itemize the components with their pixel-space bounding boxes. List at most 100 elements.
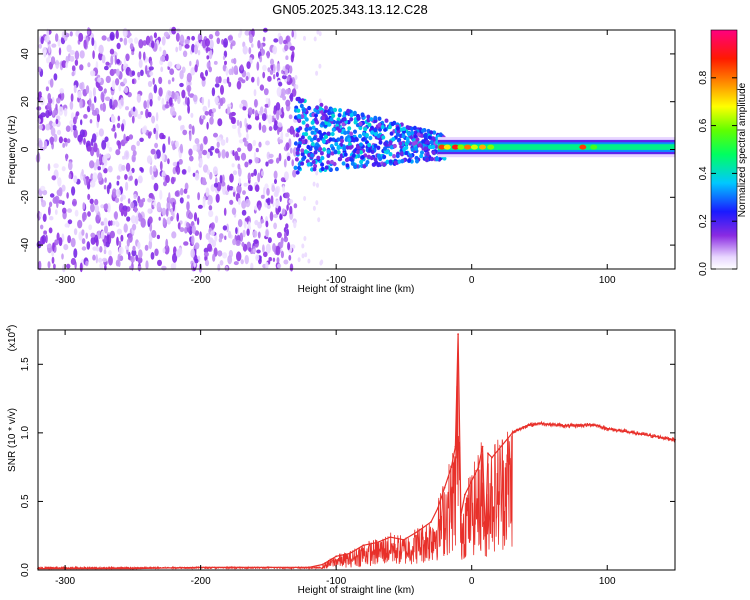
spectrogram-noise-cell bbox=[118, 202, 124, 213]
spectrogram-band-cell bbox=[315, 105, 320, 110]
spectrogram-band-cell bbox=[407, 158, 412, 163]
spectrogram-noise-cell bbox=[150, 252, 155, 260]
spectrogram-noise-cell bbox=[96, 246, 100, 252]
spectrogram-band-cell bbox=[419, 153, 424, 159]
spectrogram-noise-cell bbox=[44, 35, 50, 43]
spectrogram-noise-cell bbox=[143, 100, 148, 110]
snr-data-point bbox=[477, 466, 480, 468]
spectrogram-noise-cell bbox=[275, 71, 279, 78]
spectrogram-noise-cell bbox=[202, 164, 209, 173]
spectrogram-y-ticks: -40 -20 0 20 40 bbox=[20, 48, 675, 252]
spectrogram-noise-cell bbox=[265, 220, 269, 228]
spectrogram-noise-cell bbox=[184, 39, 190, 45]
spectrogram-noise-cell bbox=[94, 204, 100, 214]
spectrogram-noise-cell bbox=[285, 99, 291, 107]
spectrogram-noise-cell bbox=[52, 242, 55, 252]
spectrogram-noise-cell bbox=[106, 234, 110, 244]
snr-data-point bbox=[481, 445, 484, 448]
spectrogram-band-cell bbox=[323, 109, 328, 114]
spectrogram-noise-cell bbox=[131, 51, 135, 56]
spectrogram-band-cell bbox=[369, 117, 374, 122]
spectrogram-noise-cell bbox=[256, 61, 260, 71]
spectrogram-band-cell bbox=[382, 162, 387, 167]
snr-data-point bbox=[267, 566, 270, 569]
spectrogram-noise-cell bbox=[191, 225, 196, 234]
spectrogram-noise-cell bbox=[265, 161, 269, 167]
snr-data-point bbox=[457, 333, 459, 335]
spectrogram-noise-cell bbox=[97, 172, 103, 182]
spectrogram-noise-cell bbox=[187, 86, 190, 97]
spectrogram-band-cell bbox=[359, 142, 363, 147]
spectrogram-noise-cell bbox=[100, 204, 105, 209]
spectrogram-band-cell bbox=[417, 142, 422, 148]
spectrogram-noise-cell bbox=[216, 136, 222, 142]
spectrogram-noise-cell bbox=[201, 76, 206, 81]
spectrogram-noise-cell bbox=[276, 86, 282, 97]
spectrogram-noise-cell bbox=[251, 76, 255, 83]
spectrogram-noise-cell bbox=[142, 40, 147, 46]
spectrogram-noise-cell bbox=[231, 163, 235, 168]
spectrogram-band-cell bbox=[376, 153, 381, 158]
spectrogram-noise-cell bbox=[137, 175, 143, 184]
spectrogram-noise-cell bbox=[280, 131, 284, 140]
spectrogram-noise-cell bbox=[254, 156, 259, 164]
spectrogram-hot-spot bbox=[438, 144, 446, 150]
spectrogram-noise-cell bbox=[56, 129, 62, 136]
spectrogram-band-cell bbox=[397, 137, 402, 143]
spectrogram-noise-cell bbox=[221, 174, 225, 183]
spectrogram-noise-cell bbox=[66, 263, 71, 269]
spectrogram-noise-cell bbox=[273, 74, 276, 80]
spectrogram-noise-cell bbox=[58, 136, 64, 144]
spectrogram-noise-cell bbox=[64, 223, 69, 228]
spectrogram-band-cell bbox=[301, 139, 306, 145]
spectrogram-noise-cell bbox=[289, 205, 293, 215]
spectrogram-noise-cell bbox=[272, 63, 276, 74]
spectrogram-noise-cell bbox=[274, 187, 279, 196]
spectrogram-noise-cell bbox=[86, 175, 89, 186]
spectrogram-noise-cell bbox=[73, 84, 77, 94]
spectrogram-noise-cell bbox=[57, 177, 62, 187]
snr-data-point bbox=[565, 425, 568, 427]
spectrogram-noise-cell bbox=[167, 61, 173, 68]
colorbar-ticks: 0.0 0.2 0.4 0.6 0.8 bbox=[698, 70, 737, 276]
spectrogram-noise-cell bbox=[125, 135, 130, 142]
spectrogram-noise-cell bbox=[223, 38, 229, 48]
spectrogram-noise-cell bbox=[253, 168, 257, 177]
spectrogram-noise-cell bbox=[289, 45, 295, 51]
spectrogram-noise-cell bbox=[123, 78, 128, 85]
spectrogram-noise-cell bbox=[138, 249, 143, 259]
spectrogram-noise-cell bbox=[232, 150, 235, 157]
spectrogram-fringe-cell bbox=[297, 257, 301, 263]
spectrogram-noise-cell bbox=[176, 212, 179, 222]
spectrogram-fringe-cell bbox=[316, 182, 319, 188]
spectrogram-noise-cell bbox=[194, 64, 198, 73]
spectrogram-noise-cell bbox=[187, 104, 191, 114]
spectrogram-noise-cell bbox=[137, 71, 141, 78]
spectrogram-noise-cell bbox=[286, 228, 289, 237]
spectrogram-noise-cell bbox=[283, 158, 287, 168]
spectrogram-noise-cell bbox=[211, 112, 214, 119]
spectrogram-noise-cell bbox=[204, 111, 209, 116]
spectrogram-noise-cell bbox=[91, 37, 95, 46]
spectrogram-band-cell bbox=[353, 129, 357, 134]
spectrogram-noise-cell bbox=[121, 123, 125, 132]
spectrogram-noise-cell bbox=[204, 259, 210, 267]
spectrogram-band-cell bbox=[367, 142, 372, 148]
spectrogram-noise-cell bbox=[108, 182, 112, 190]
snr-data-point bbox=[487, 452, 489, 455]
spectrogram-band-cell bbox=[395, 126, 400, 131]
spectrogram-noise-cell bbox=[179, 70, 184, 80]
spectrogram-band-cell bbox=[395, 153, 400, 159]
spectrogram-band-cell bbox=[302, 155, 307, 160]
spectrogram-noise-cell bbox=[246, 61, 251, 69]
spectrogram-band-cell bbox=[316, 109, 321, 115]
spectrogram-noise-cell bbox=[231, 207, 237, 215]
spectrogram-band-cell bbox=[383, 141, 388, 146]
spectrogram-band-cell bbox=[320, 162, 325, 167]
spectrogram-band-cell bbox=[295, 170, 300, 175]
spectrogram-noise-cell bbox=[201, 180, 207, 186]
spectrogram-noise-cell bbox=[228, 186, 234, 191]
spectrogram-noise-cell bbox=[199, 231, 202, 241]
spectrogram-fringe-cell bbox=[313, 36, 317, 42]
